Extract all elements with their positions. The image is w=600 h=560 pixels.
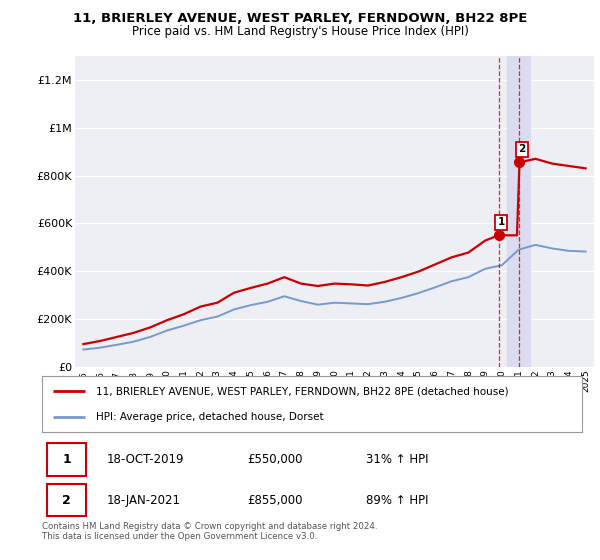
FancyBboxPatch shape bbox=[47, 484, 86, 516]
Text: 11, BRIERLEY AVENUE, WEST PARLEY, FERNDOWN, BH22 8PE (detached house): 11, BRIERLEY AVENUE, WEST PARLEY, FERNDO… bbox=[96, 386, 509, 396]
Text: 2: 2 bbox=[62, 493, 71, 507]
Text: Price paid vs. HM Land Registry's House Price Index (HPI): Price paid vs. HM Land Registry's House … bbox=[131, 25, 469, 38]
Bar bbox=[507, 56, 530, 367]
Text: 18-JAN-2021: 18-JAN-2021 bbox=[107, 493, 181, 507]
Text: 18-OCT-2019: 18-OCT-2019 bbox=[107, 453, 184, 466]
Text: 1: 1 bbox=[62, 453, 71, 466]
Text: £550,000: £550,000 bbox=[247, 453, 303, 466]
Text: 11, BRIERLEY AVENUE, WEST PARLEY, FERNDOWN, BH22 8PE: 11, BRIERLEY AVENUE, WEST PARLEY, FERNDO… bbox=[73, 12, 527, 25]
Text: HPI: Average price, detached house, Dorset: HPI: Average price, detached house, Dors… bbox=[96, 412, 323, 422]
Text: Contains HM Land Registry data © Crown copyright and database right 2024.
This d: Contains HM Land Registry data © Crown c… bbox=[42, 522, 377, 542]
Text: 89% ↑ HPI: 89% ↑ HPI bbox=[366, 493, 428, 507]
Text: 2: 2 bbox=[518, 144, 526, 154]
Text: 1: 1 bbox=[497, 217, 505, 227]
Text: 31% ↑ HPI: 31% ↑ HPI bbox=[366, 453, 428, 466]
Text: £855,000: £855,000 bbox=[247, 493, 303, 507]
FancyBboxPatch shape bbox=[47, 444, 86, 476]
